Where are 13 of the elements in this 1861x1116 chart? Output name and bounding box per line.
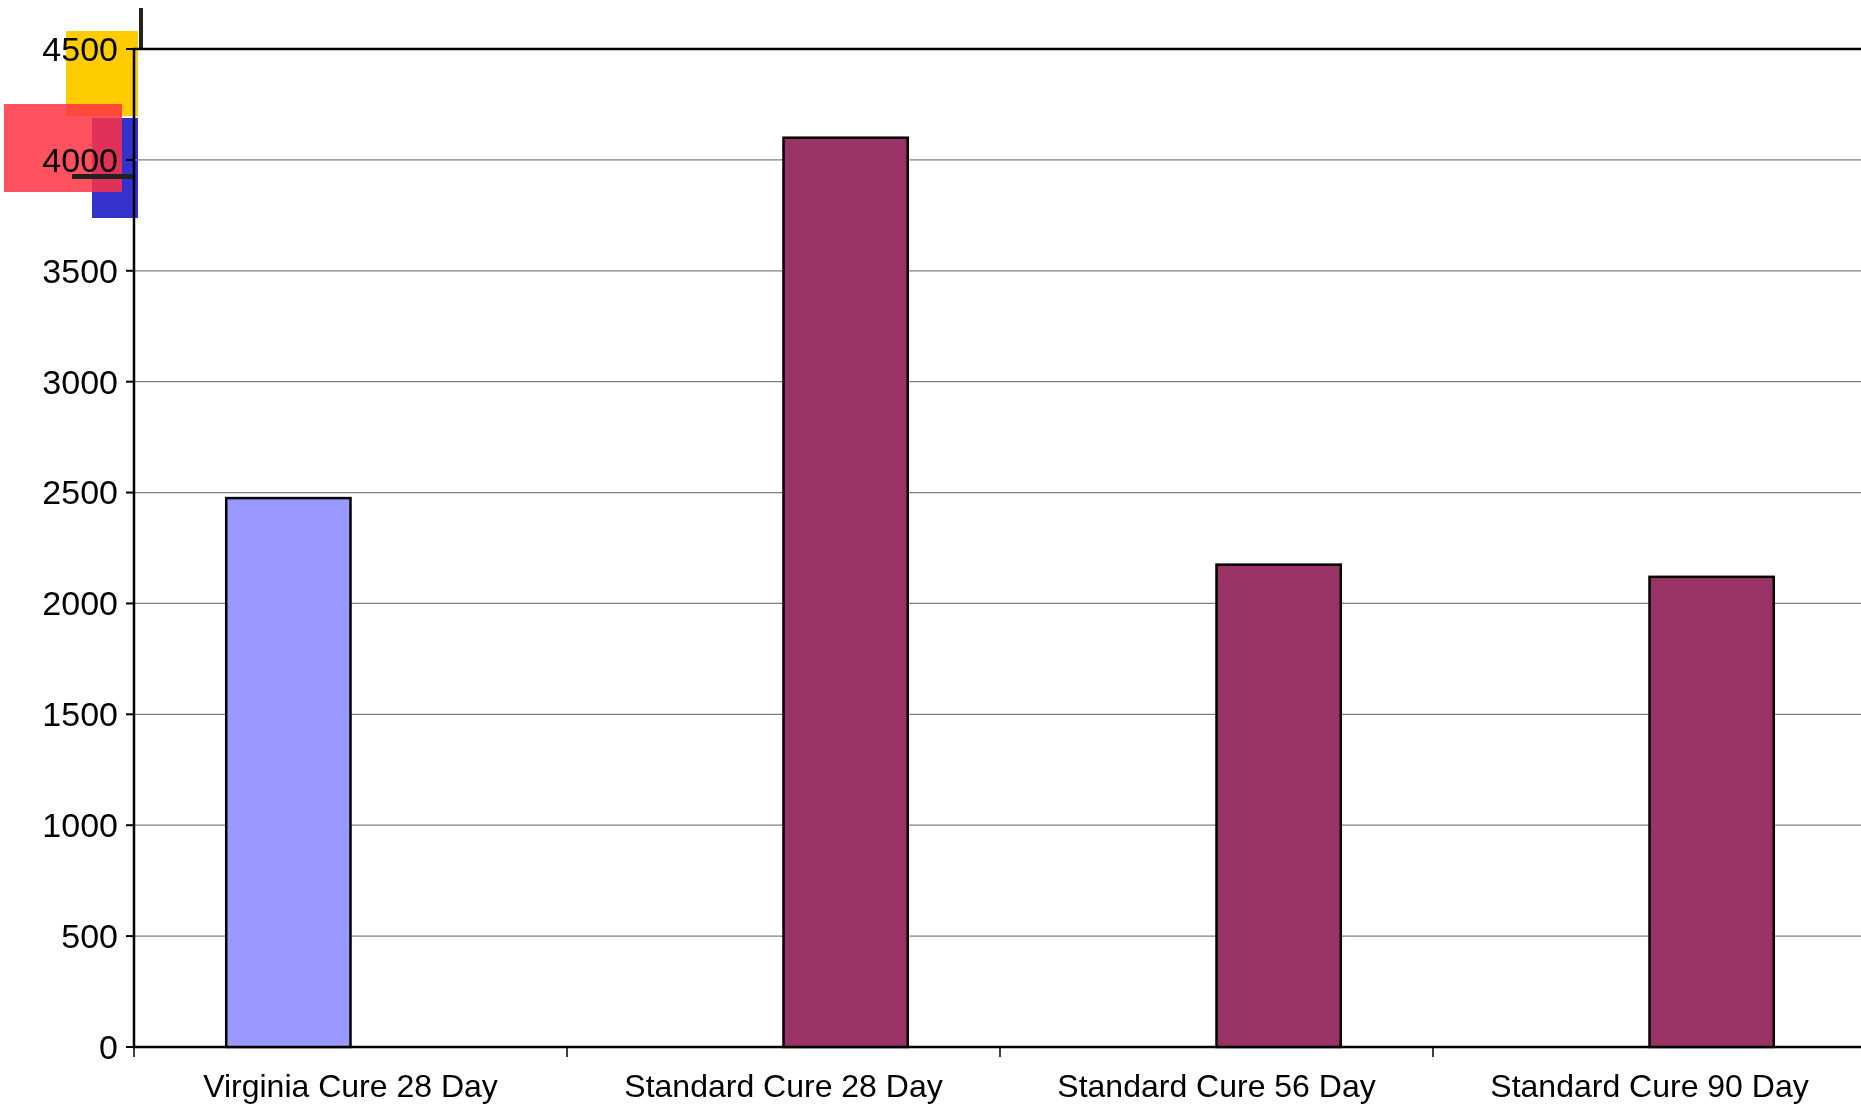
y-tick-label: 3500 bbox=[42, 251, 118, 290]
x-tick-label: Standard Cure 56 Day bbox=[1057, 1068, 1376, 1104]
y-tick-label: 4000 bbox=[42, 140, 118, 179]
y-tick-label: 1500 bbox=[42, 695, 118, 734]
y-tick-label: 2500 bbox=[42, 473, 118, 512]
x-tick-label: Standard Cure 90 Day bbox=[1490, 1068, 1809, 1104]
y-tick-label: 500 bbox=[61, 917, 118, 956]
x-tick-label: Standard Cure 28 Day bbox=[624, 1068, 943, 1104]
x-tick-label: Virginia Cure 28 Day bbox=[203, 1068, 498, 1104]
y-tick-label: 0 bbox=[99, 1027, 118, 1066]
y-tick-label: 1000 bbox=[42, 806, 118, 845]
y-tick-label: 2000 bbox=[42, 584, 118, 623]
y-tick-label: 3000 bbox=[42, 362, 118, 401]
